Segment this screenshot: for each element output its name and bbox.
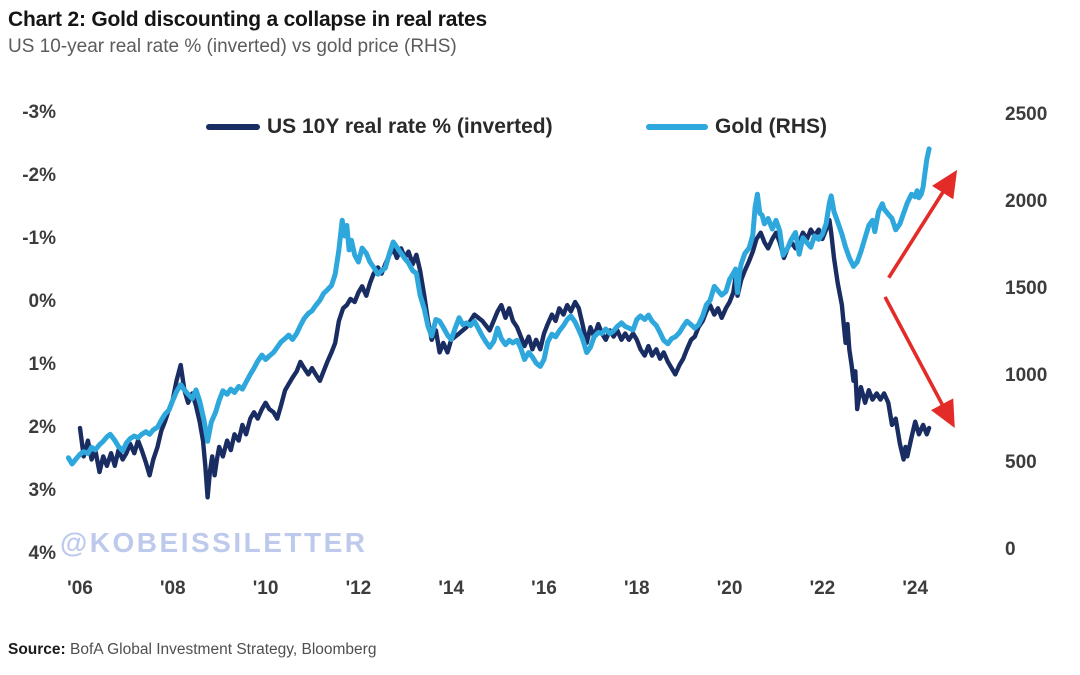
source-line: Source: BofA Global Investment Strategy,… (8, 641, 376, 659)
real-rate-line-swatch (206, 124, 260, 130)
chart-title: Chart 2: Gold discounting a collapse in … (8, 8, 487, 31)
right-axis-tick-1500: 1500 (1005, 278, 1048, 299)
left-axis-tick--1: -1% (22, 228, 56, 249)
x-axis-tick-2020: '20 (716, 578, 743, 599)
left-axis-tick--2: -2% (22, 165, 56, 186)
gold-line-swatch (646, 124, 708, 130)
source-text: BofA Global Investment Strategy, Bloombe… (70, 641, 377, 658)
x-axis-tick-2024: '24 (902, 578, 929, 599)
rate-down-arrow-icon (883, 296, 955, 429)
right-axis-tick-500: 500 (1005, 452, 1037, 473)
chart-subtitle: US 10-year real rate % (inverted) vs gol… (8, 36, 457, 57)
x-axis-tick-2010: '10 (252, 578, 279, 599)
x-axis-tick-2016: '16 (531, 578, 557, 599)
source-label: Source: (8, 641, 66, 658)
x-axis-tick-2006: '06 (67, 578, 93, 599)
left-axis-tick-2: 2% (28, 417, 56, 438)
left-axis-tick-1: 1% (28, 354, 56, 375)
legend-label-real-rate: US 10Y real rate % (inverted) (267, 115, 553, 138)
x-axis-tick-2014: '14 (438, 578, 465, 599)
right-axis-tick-2000: 2000 (1005, 191, 1048, 212)
legend-item-real-rate: US 10Y real rate % (inverted) (206, 115, 553, 139)
right-axis-tick-2500: 2500 (1005, 104, 1048, 125)
left-axis-tick--3: -3% (22, 102, 56, 123)
right-axis-tick-0: 0 (1005, 539, 1016, 560)
legend-item-gold: Gold (RHS) (646, 115, 827, 139)
right-axis-tick-1000: 1000 (1005, 365, 1048, 386)
x-axis-tick-2018: '18 (623, 578, 650, 599)
x-axis-tick-2012: '12 (345, 578, 372, 599)
legend-label-gold: Gold (RHS) (715, 115, 827, 138)
x-axis-tick-2008: '08 (159, 578, 186, 599)
x-axis-tick-2022: '22 (809, 578, 836, 599)
left-axis-tick-4: 4% (28, 543, 56, 564)
real-rate-line (77, 217, 932, 500)
left-axis-tick-0: 0% (28, 291, 56, 312)
left-axis-tick-3: 3% (28, 480, 56, 501)
gold-up-arrow-icon (887, 169, 958, 279)
gold-line (65, 146, 932, 467)
watermark: @KOBEISSILETTER (60, 527, 368, 558)
